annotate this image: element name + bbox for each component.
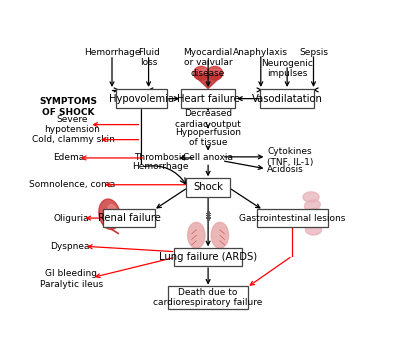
Text: Fluid
loss: Fluid loss [138,48,160,67]
Circle shape [202,69,208,74]
Text: Oliguria: Oliguria [53,214,89,223]
Text: Lung failure (ARDS): Lung failure (ARDS) [159,252,257,262]
Ellipse shape [303,192,319,202]
Text: Hemorrhage: Hemorrhage [84,48,140,57]
FancyBboxPatch shape [174,248,242,267]
Text: Death due to
cardiorespiratory failure: Death due to cardiorespiratory failure [154,288,263,307]
Text: Hypovolemia: Hypovolemia [109,94,174,104]
Text: Sepsis: Sepsis [299,48,328,57]
FancyBboxPatch shape [104,209,155,228]
FancyBboxPatch shape [257,209,328,228]
Text: Severe
hypotension: Severe hypotension [44,115,100,134]
FancyBboxPatch shape [168,286,248,308]
Text: Somnolence, coma: Somnolence, coma [29,180,116,189]
Ellipse shape [188,222,205,248]
Text: Dyspnea: Dyspnea [50,242,90,251]
Text: Renal failure: Renal failure [98,213,160,223]
Ellipse shape [304,200,320,211]
Text: GI bleeding
Paralytic ileus: GI bleeding Paralytic ileus [40,269,103,289]
Ellipse shape [307,208,323,219]
Ellipse shape [306,225,322,235]
Text: Neurogenic
impulses: Neurogenic impulses [261,59,313,78]
Text: Anaphylaxis: Anaphylaxis [233,48,288,57]
Text: Thrombosis: Thrombosis [134,153,186,163]
Text: Hypoperfusion
of tissue: Hypoperfusion of tissue [175,128,241,147]
Ellipse shape [211,222,228,248]
Text: Myocardial
or valvular
disease: Myocardial or valvular disease [184,48,233,78]
FancyBboxPatch shape [186,178,230,197]
Circle shape [207,66,223,80]
Text: Acidosis: Acidosis [267,165,304,174]
Ellipse shape [99,199,120,229]
Text: SYMPTOMS
OF SHOCK: SYMPTOMS OF SHOCK [39,97,97,116]
Text: Hemorrhage: Hemorrhage [132,162,188,171]
Text: Shock: Shock [193,182,223,192]
Text: Heart failure: Heart failure [177,94,240,104]
Polygon shape [194,75,223,88]
Text: Decreased
cardiac output: Decreased cardiac output [175,109,241,129]
Text: Cytokines
(TNF, IL-1): Cytokines (TNF, IL-1) [267,147,313,166]
Text: Gastrointestinal lesions: Gastrointestinal lesions [239,214,346,223]
Text: Cold, clammy skin: Cold, clammy skin [32,135,115,144]
Text: Vasodilatation: Vasodilatation [252,94,322,104]
FancyBboxPatch shape [260,89,314,108]
FancyBboxPatch shape [116,89,167,108]
Circle shape [194,66,209,80]
Ellipse shape [308,216,324,227]
Ellipse shape [108,204,118,224]
Text: Edema: Edema [53,153,84,163]
FancyBboxPatch shape [181,89,235,108]
Text: Cell anoxia: Cell anoxia [183,153,233,163]
